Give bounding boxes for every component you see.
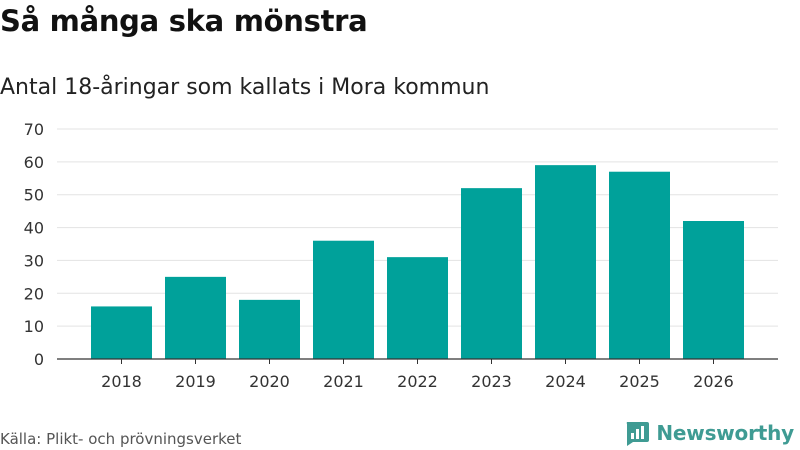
y-tick-label: 10 [24, 317, 44, 336]
bar-2025 [609, 171, 670, 359]
y-tick-label: 20 [24, 284, 44, 303]
source-note: Källa: Plikt- och prövningsverket [0, 430, 242, 448]
brand-name: Newsworthy [656, 421, 794, 445]
x-tick-label: 2025 [619, 372, 660, 391]
y-tick-label: 0 [34, 350, 44, 369]
x-tick-label: 2021 [323, 372, 364, 391]
newsworthy-logo-icon [627, 422, 650, 446]
bar-2022 [387, 257, 448, 359]
x-tick-label: 2026 [693, 372, 734, 391]
x-tick-label: 2018 [101, 372, 142, 391]
chart-subtitle: Antal 18-åringar som kallats i Mora komm… [0, 75, 490, 100]
y-tick-label: 40 [24, 219, 44, 238]
chart-title: Så många ska mönstra [0, 4, 368, 38]
x-tick-label: 2019 [175, 372, 216, 391]
bar-2024 [535, 165, 596, 359]
bar-2020 [239, 299, 300, 359]
bar-2026 [683, 221, 744, 359]
bar-2021 [313, 240, 374, 359]
y-tick-label: 50 [24, 186, 44, 205]
bar-2023 [461, 188, 522, 359]
bar-2018 [91, 306, 152, 359]
brand-logo[interactable]: Newsworthy [624, 420, 794, 446]
y-tick-label: 70 [24, 120, 44, 139]
x-tick-label: 2022 [397, 372, 438, 391]
x-tick-label: 2024 [545, 372, 586, 391]
y-tick-label: 60 [24, 153, 44, 172]
x-tick-label: 2020 [249, 372, 290, 391]
y-tick-label: 30 [24, 251, 44, 270]
x-tick-label: 2023 [471, 372, 512, 391]
bar-2019 [165, 276, 226, 359]
